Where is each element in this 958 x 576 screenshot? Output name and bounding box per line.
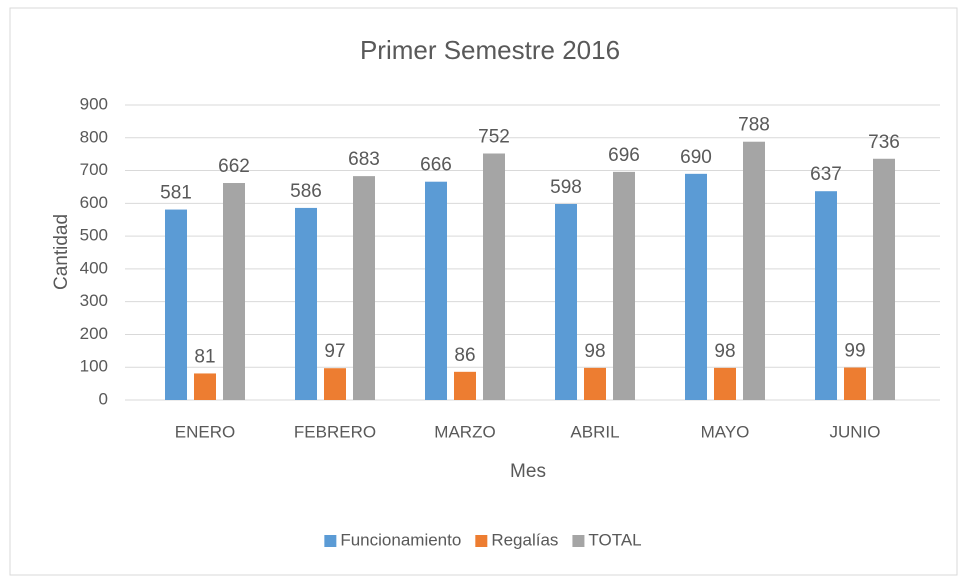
x-tick-label: JUNIO <box>830 422 881 441</box>
data-label: 97 <box>324 341 345 362</box>
data-label: 99 <box>844 341 865 362</box>
data-label: 637 <box>810 164 842 185</box>
data-label: 86 <box>454 345 475 366</box>
data-label: 586 <box>290 181 322 202</box>
bar <box>454 371 476 400</box>
y-tick-label: 300 <box>80 291 108 310</box>
data-label: 662 <box>218 156 250 177</box>
data-label: 98 <box>584 341 605 362</box>
data-label: 736 <box>868 132 900 153</box>
legend-swatch <box>572 535 585 547</box>
data-label: 598 <box>550 177 582 198</box>
bar <box>714 367 736 400</box>
legend-label: Regalías <box>491 530 558 549</box>
data-label: 696 <box>608 145 640 166</box>
y-tick-label: 100 <box>80 357 108 376</box>
legend-label: Funcionamiento <box>340 530 461 549</box>
legend-swatch <box>475 535 488 547</box>
y-tick-label: 900 <box>80 94 108 113</box>
bar <box>223 183 245 400</box>
y-tick-label: 600 <box>80 193 108 212</box>
data-label: 683 <box>348 149 380 170</box>
bar <box>555 203 577 400</box>
x-tick-label: ENERO <box>175 422 235 441</box>
y-tick-label: 700 <box>80 160 108 179</box>
y-tick-label: 800 <box>80 127 108 146</box>
bar <box>324 368 346 400</box>
bar <box>353 176 375 400</box>
bar <box>483 153 505 400</box>
y-axis-label: Cantidad <box>51 214 72 290</box>
y-tick-label: 400 <box>80 258 108 277</box>
bar <box>873 158 895 400</box>
bar <box>613 171 635 400</box>
data-label: 690 <box>680 147 712 168</box>
data-label: 581 <box>160 183 192 204</box>
x-tick-label: MAYO <box>701 422 750 441</box>
x-tick-label: ABRIL <box>570 422 619 441</box>
y-tick-label: 500 <box>80 226 108 245</box>
data-label: 98 <box>714 341 735 362</box>
data-label: 666 <box>420 155 452 176</box>
y-tick-label: 0 <box>99 389 108 408</box>
data-label: 752 <box>478 127 510 148</box>
bar <box>743 141 765 400</box>
data-label: 81 <box>194 346 215 367</box>
bar <box>584 367 606 400</box>
legend-swatch <box>324 535 337 547</box>
bar <box>194 373 216 400</box>
bar <box>844 367 866 400</box>
bar <box>685 173 707 400</box>
legend-label: TOTAL <box>588 530 641 549</box>
bar <box>295 207 317 400</box>
bar <box>165 209 187 400</box>
chart-title: Primer Semestre 2016 <box>360 35 620 65</box>
y-tick-label: 200 <box>80 324 108 343</box>
x-tick-label: FEBRERO <box>294 422 376 441</box>
bar <box>815 191 837 400</box>
x-tick-label: MARZO <box>434 422 495 441</box>
x-axis-label: Mes <box>510 461 546 482</box>
data-label: 788 <box>738 115 770 136</box>
bar <box>425 181 447 400</box>
